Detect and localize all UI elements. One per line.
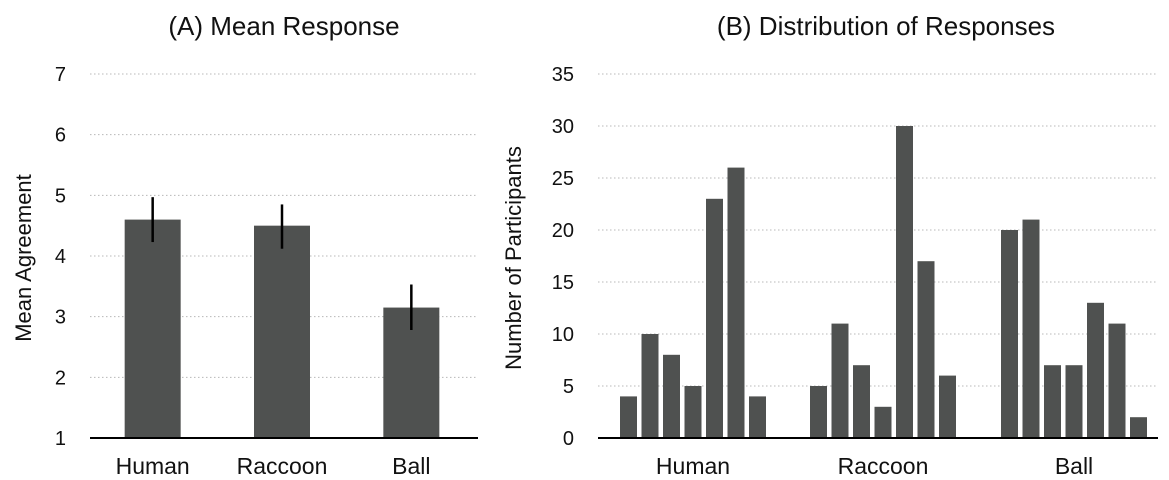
- panel-b-bar-human-4: [684, 386, 702, 438]
- panel-b-bar-human-6: [727, 167, 745, 438]
- panel-b-bar-human-7: [749, 396, 766, 438]
- panel-b-gridlines: [598, 73, 1158, 387]
- panel-b-bar-raccoon-3: [853, 365, 870, 438]
- panel-a-mean-response: (A) Mean Response Mean Agreement 1 2 3 4 5 6 7…: [11, 11, 478, 479]
- panel-b-y-axis-label: Number of Participants: [501, 146, 526, 370]
- panel-a-category-label: Ball: [392, 453, 430, 479]
- panel-a-category-labels: Human Raccoon Ball: [116, 453, 431, 479]
- panel-b-bar-ball-2: [1022, 219, 1040, 438]
- panel-a-y-tick-label: 7: [55, 64, 66, 86]
- panel-a-y-tick-label: 4: [55, 246, 66, 268]
- panel-a-bar-human: [124, 219, 181, 438]
- panel-b-category-labels: Human Raccoon Ball: [656, 453, 1093, 479]
- panel-b-y-tick-label: 25: [552, 168, 574, 190]
- panel-b-bar-raccoon-7: [939, 375, 956, 438]
- panel-a-y-tick-label: 3: [55, 307, 66, 329]
- panel-b-bar-ball-6: [1108, 323, 1126, 438]
- panel-b-bar-ball-4: [1065, 365, 1083, 438]
- panel-a-y-ticks: 1 2 3 4 5 6 7: [55, 64, 66, 450]
- panel-b-bars: [620, 126, 1147, 438]
- panel-b-y-ticks: 0 5 10 15 20 25 30 35: [552, 64, 574, 450]
- panel-b-bar-raccoon-2: [831, 323, 849, 438]
- panel-b-y-tick-label: 20: [552, 220, 574, 242]
- panel-a-y-axis-label: Mean Agreement: [11, 174, 36, 342]
- panel-b-bar-ball-3: [1044, 365, 1061, 438]
- panel-b-bar-ball-5: [1087, 302, 1104, 438]
- panel-b-bar-raccoon-6: [917, 261, 935, 438]
- panel-a-category-label: Raccoon: [237, 453, 328, 479]
- panel-a-y-tick-label: 5: [55, 185, 66, 207]
- panel-b-bar-raccoon-1: [810, 386, 827, 438]
- panel-b-y-tick-label: 30: [552, 116, 574, 138]
- panel-b-category-label: Ball: [1055, 453, 1093, 479]
- panel-b-bar-human-5: [706, 198, 723, 438]
- panel-b-category-label: Human: [656, 453, 730, 479]
- panel-b-category-label: Raccoon: [838, 453, 929, 479]
- panel-a-error-bars: [151, 197, 413, 331]
- panel-a-bar-raccoon: [254, 225, 310, 438]
- panel-b-bar-ball-7: [1130, 417, 1147, 438]
- panel-b-y-tick-label: 35: [552, 64, 574, 86]
- panel-b-y-tick-label: 5: [563, 376, 574, 398]
- panel-b-y-tick-label: 10: [552, 324, 574, 346]
- panel-b-bar-ball-1: [1001, 230, 1018, 438]
- panel-a-title: (A) Mean Response: [168, 11, 399, 41]
- panel-a-y-tick-label: 1: [55, 428, 66, 450]
- panel-b-bar-human-3: [663, 354, 680, 438]
- panel-b-bar-human-2: [641, 334, 659, 438]
- panel-b-distribution: (B) Distribution of Responses Number of …: [501, 11, 1158, 479]
- panel-b-bar-raccoon-5: [896, 126, 913, 438]
- panel-a-category-label: Human: [116, 453, 190, 479]
- panel-a-y-tick-label: 6: [55, 125, 66, 147]
- panel-b-bar-raccoon-4: [874, 406, 892, 438]
- panel-a-y-tick-label: 2: [55, 367, 66, 389]
- panel-b-y-tick-label: 15: [552, 272, 574, 294]
- panel-b-bar-human-1: [620, 396, 637, 438]
- panel-a-bars: [124, 219, 440, 438]
- panel-b-y-tick-label: 0: [563, 428, 574, 450]
- panel-b-title: (B) Distribution of Responses: [717, 11, 1055, 41]
